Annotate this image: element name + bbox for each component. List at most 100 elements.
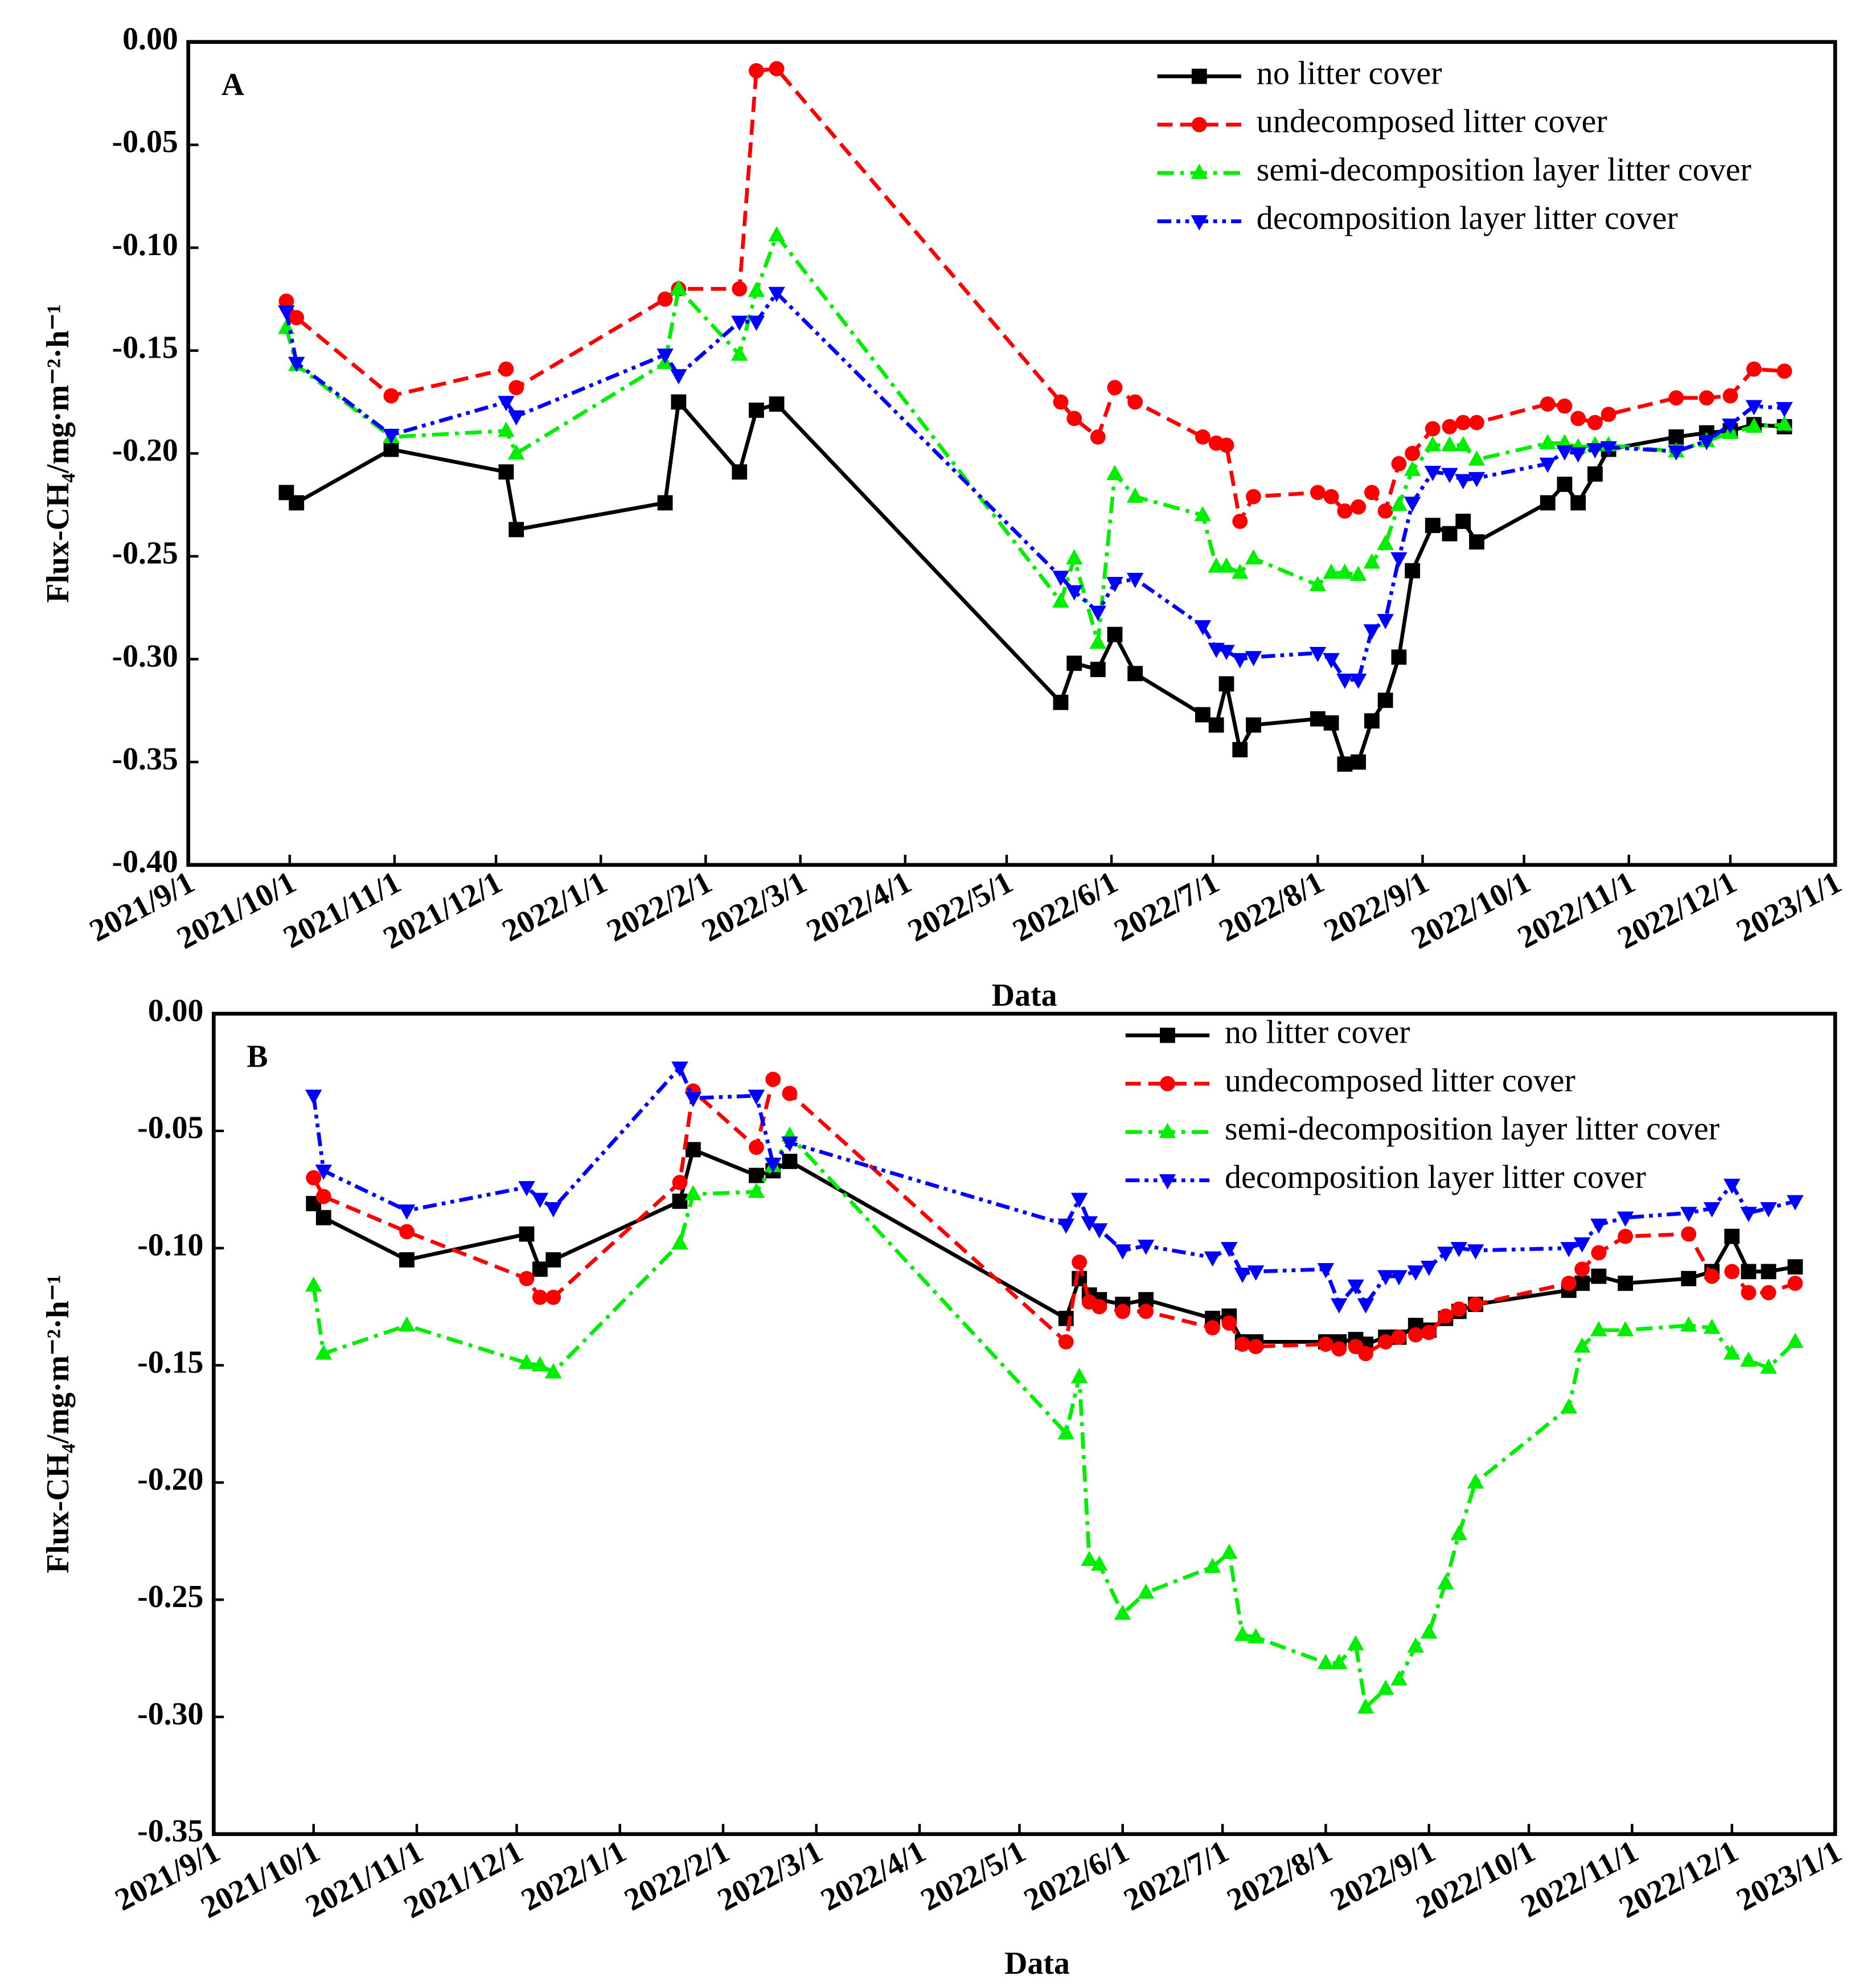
marker (1208, 717, 1224, 733)
marker (315, 1188, 331, 1204)
y-tick-label: -0.25 (137, 1579, 203, 1614)
marker (1351, 754, 1367, 770)
legend-label: no litter cover (1225, 1013, 1410, 1050)
y-tick-label: -0.10 (137, 1228, 203, 1263)
marker (1618, 1228, 1634, 1244)
marker (1377, 1679, 1394, 1695)
marker (1232, 653, 1249, 669)
marker (1390, 552, 1408, 568)
x-tick-label: 2022/1/1 (497, 864, 613, 949)
marker (1057, 1424, 1075, 1440)
y-tick-label: -0.40 (112, 845, 178, 880)
marker (1234, 1337, 1250, 1352)
marker (1115, 1304, 1131, 1319)
x-tick-label: 2022/6/1 (1007, 864, 1123, 949)
marker (1357, 1698, 1374, 1714)
marker (508, 444, 525, 460)
marker (1349, 565, 1367, 581)
marker (383, 388, 399, 404)
marker (383, 429, 400, 444)
legend-marker (1159, 1122, 1176, 1138)
marker (1557, 477, 1573, 492)
marker (1091, 1223, 1108, 1239)
marker (1425, 518, 1441, 534)
marker (1347, 1635, 1364, 1651)
plot-frame (211, 1011, 1837, 1837)
marker (1309, 576, 1327, 592)
marker (1090, 662, 1106, 677)
marker (1586, 443, 1604, 459)
marker (519, 1226, 535, 1242)
series-line (284, 231, 1785, 643)
marker (1137, 1583, 1155, 1599)
marker (1404, 461, 1421, 476)
marker (782, 1154, 798, 1169)
marker (1587, 415, 1603, 431)
marker (732, 281, 748, 297)
marker (1106, 465, 1123, 481)
marker (498, 464, 514, 480)
marker (1053, 394, 1069, 410)
marker (1138, 1304, 1154, 1319)
marker (1072, 1255, 1088, 1270)
marker (1377, 503, 1393, 519)
marker (1066, 411, 1082, 427)
marker (657, 291, 673, 307)
legend-marker (1191, 117, 1207, 133)
marker (1091, 1555, 1108, 1571)
y-tick-label: -0.25 (112, 536, 178, 571)
marker (1787, 1333, 1804, 1348)
x-tick-label: 2023/1/1 (1731, 864, 1847, 949)
marker (1557, 398, 1573, 414)
legend-label: decomposition layer litter cover (1257, 199, 1678, 236)
marker (1681, 1270, 1697, 1286)
marker (1363, 553, 1381, 569)
x-tick-label: 2022/4/1 (815, 1834, 932, 1918)
marker (1317, 1263, 1335, 1278)
y-tick-label: -0.20 (137, 1462, 203, 1497)
marker (1405, 445, 1421, 461)
x-tick-label: 2022/4/1 (801, 864, 917, 949)
marker (1248, 1339, 1264, 1355)
marker (1107, 626, 1123, 642)
marker (1590, 1321, 1607, 1337)
y-tick-label: -0.20 (112, 433, 178, 468)
marker (1468, 472, 1486, 487)
marker (1569, 447, 1587, 463)
panel-label: B (247, 1039, 268, 1074)
marker (1601, 407, 1616, 423)
marker (1441, 468, 1458, 483)
marker (278, 293, 294, 309)
marker (1776, 402, 1793, 417)
marker (1574, 1261, 1590, 1277)
marker (1089, 605, 1107, 621)
marker (1724, 1344, 1741, 1360)
marker (1703, 1318, 1721, 1334)
marker (749, 1167, 764, 1183)
x-tick-label: 2022/8/1 (1213, 864, 1330, 949)
marker (399, 1252, 415, 1268)
marker (1363, 624, 1381, 640)
marker (1776, 415, 1793, 431)
y-tick-label: 0.00 (122, 22, 178, 57)
marker (1323, 653, 1340, 669)
marker (1668, 390, 1684, 406)
marker (1745, 417, 1763, 433)
marker (1442, 419, 1458, 435)
marker (684, 1092, 702, 1108)
marker (1455, 415, 1471, 431)
marker (764, 1157, 782, 1173)
panel: -0.40 -0.35 -0.30 -0.25 -0.20 -0.15 -0.10 -0.05… (40, 22, 1847, 1014)
marker (519, 1270, 535, 1286)
marker (545, 1289, 561, 1305)
marker (398, 1316, 416, 1332)
marker (765, 1071, 781, 1087)
marker (1218, 645, 1235, 661)
y-axis-label: Flux-CH₄/mg·m⁻²·h⁻¹ (40, 304, 76, 603)
marker (315, 1165, 333, 1180)
marker (1114, 1244, 1131, 1260)
marker (1437, 1247, 1454, 1263)
marker (498, 361, 514, 377)
marker (672, 1175, 688, 1190)
